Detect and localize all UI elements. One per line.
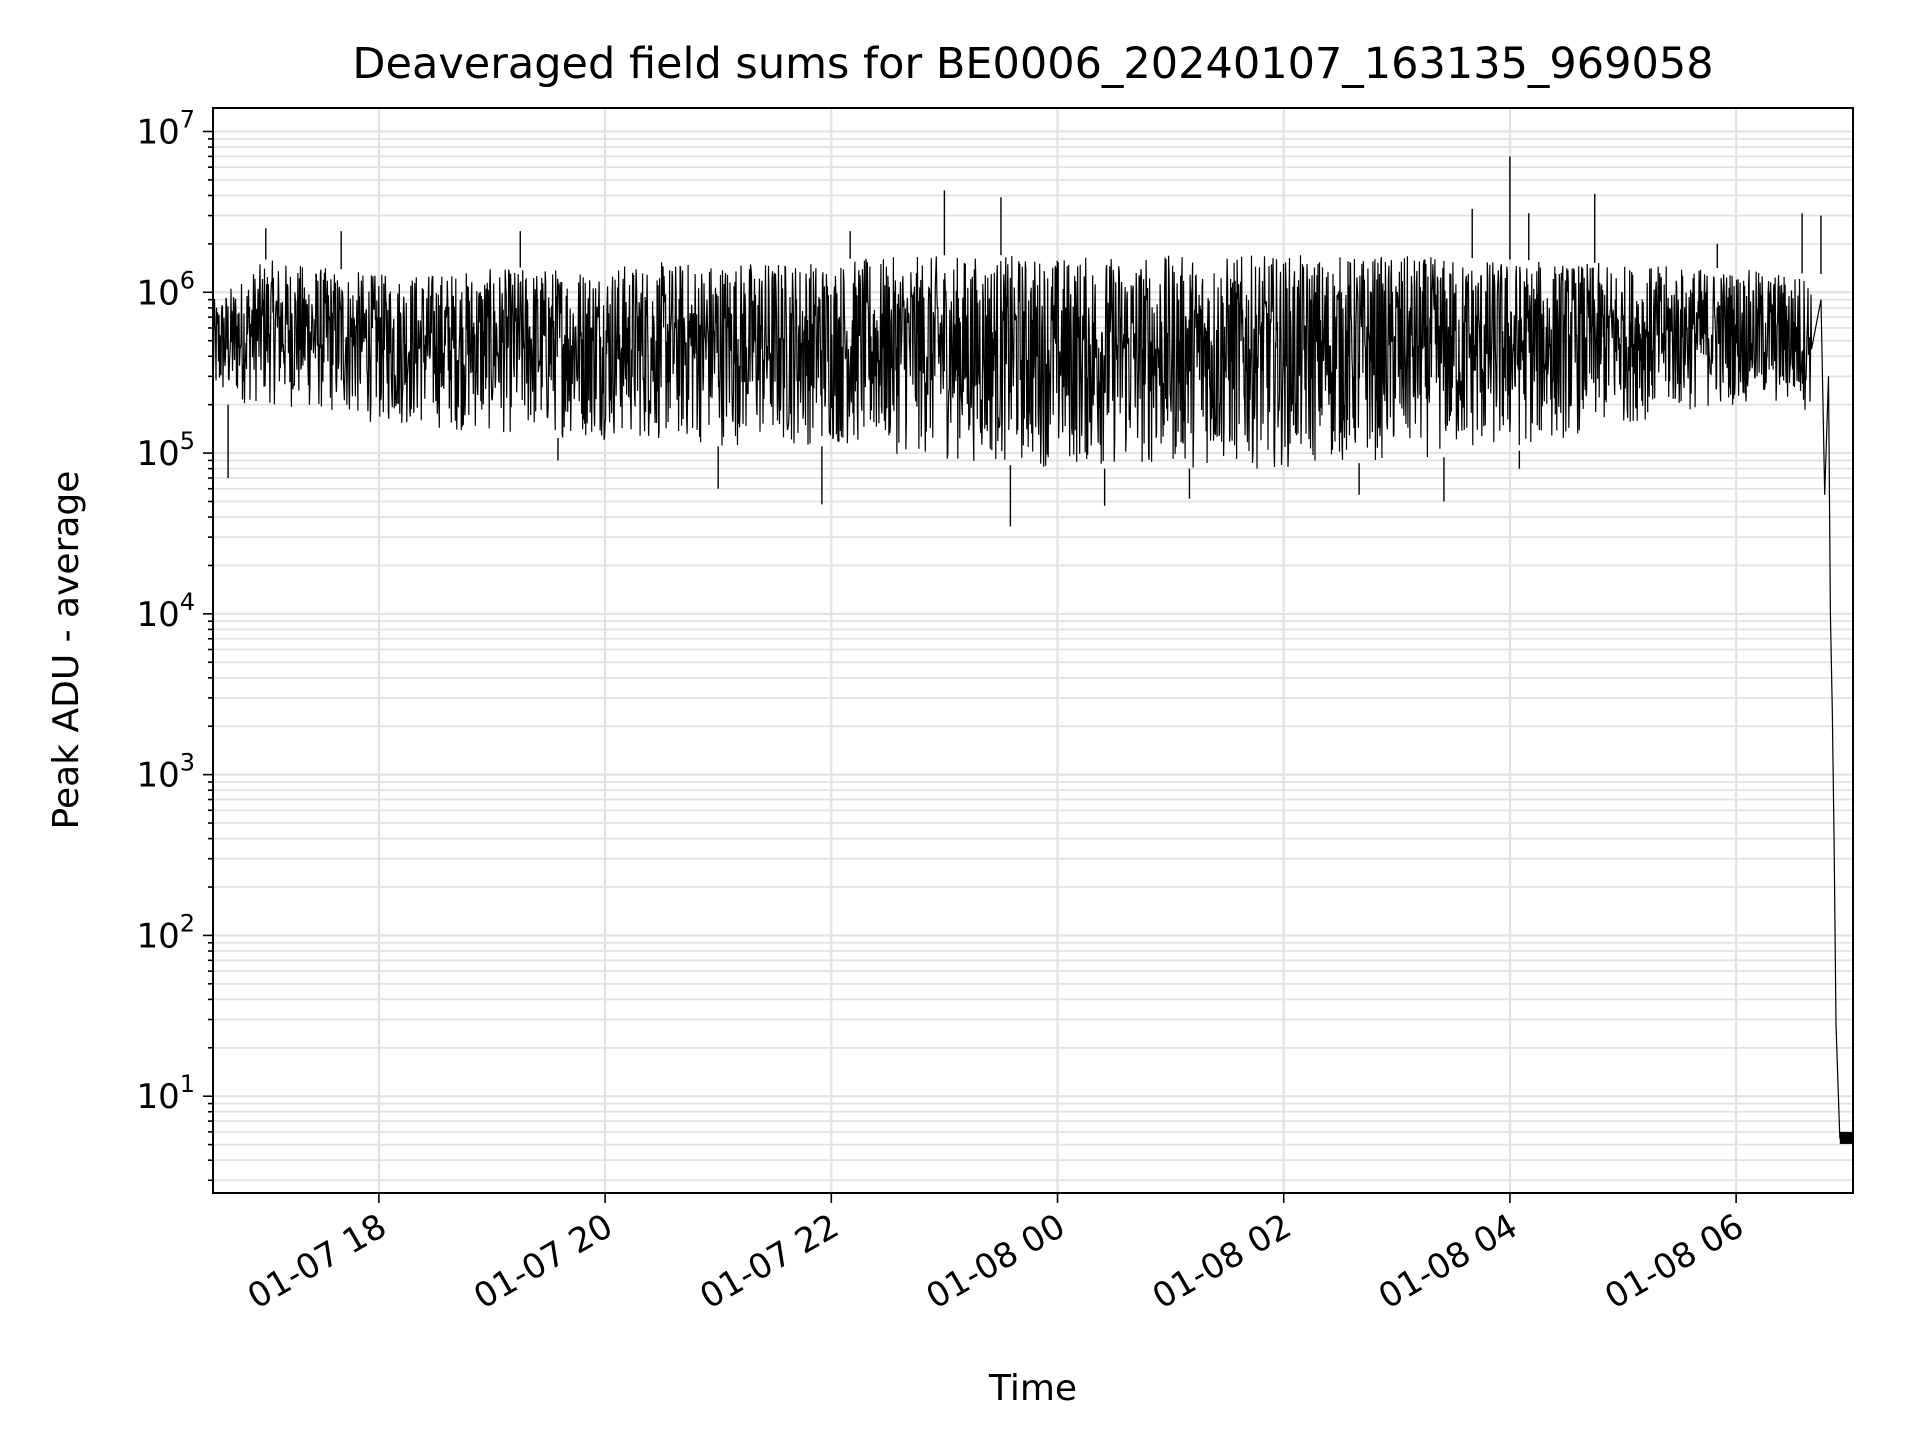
plot-frame [212, 107, 1854, 1194]
y-tick-label: 104 [136, 588, 195, 635]
y-tick-label: 105 [136, 427, 195, 474]
y-axis-label: Peak ADU - average [46, 471, 87, 830]
series-path [212, 255, 1853, 1139]
grid [213, 108, 1853, 1193]
chart-title: Deaveraged field sums for BE0006_2024010… [352, 39, 1713, 89]
y-tick-label: 106 [136, 266, 195, 313]
y-tick-label: 102 [136, 909, 195, 956]
y-tick-label: 107 [136, 105, 195, 152]
tail-noise-band [1839, 1131, 1853, 1144]
series-line [212, 156, 1853, 1144]
x-axis-label: Time [988, 1368, 1077, 1409]
y-tick-label: 103 [136, 749, 195, 796]
y-tick-label: 101 [136, 1070, 195, 1117]
